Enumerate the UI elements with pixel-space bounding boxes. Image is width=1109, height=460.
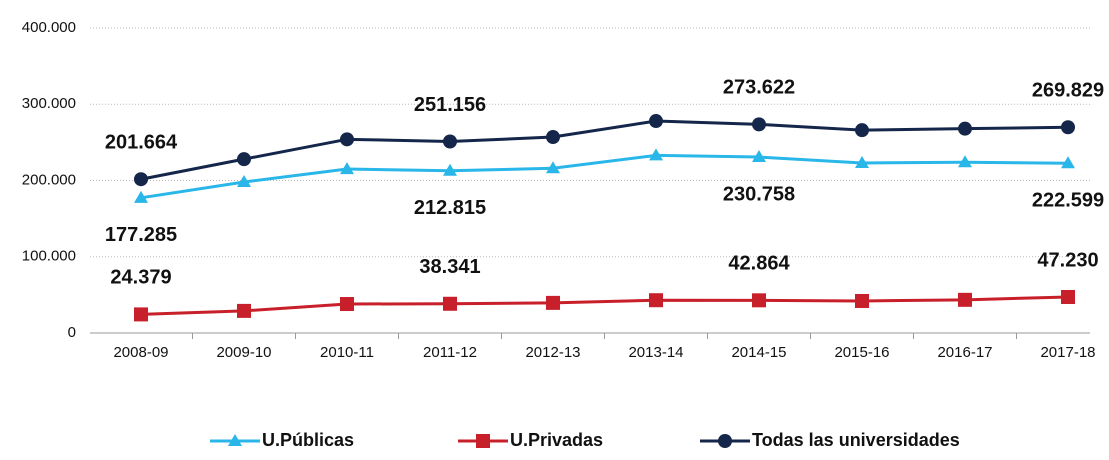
marker: [855, 293, 869, 308]
marker: [649, 148, 663, 161]
data-label: 201.664: [105, 132, 178, 154]
marker: [649, 114, 663, 129]
marker: [958, 292, 972, 307]
marker: [718, 434, 732, 448]
data-label: 24.379: [110, 267, 171, 289]
marker: [134, 307, 148, 322]
x-tick-label: 2013-14: [628, 344, 683, 361]
marker: [228, 434, 242, 446]
marker: [237, 303, 251, 318]
marker: [958, 155, 972, 168]
marker: [340, 162, 354, 175]
series-line: [140, 295, 1069, 316]
data-label: 212.815: [414, 197, 486, 219]
data-label: 230.758: [723, 183, 795, 205]
marker: [476, 434, 490, 448]
x-tick-label: 2008-09: [113, 344, 168, 361]
marker: [752, 293, 766, 308]
marker: [752, 117, 766, 132]
x-tick-label: 2015-16: [834, 344, 889, 361]
x-tick-label: 2014-15: [731, 344, 786, 361]
legend-label: U.Públicas: [262, 430, 354, 450]
marker: [855, 123, 869, 138]
marker: [237, 175, 251, 188]
marker: [134, 190, 148, 203]
marker: [546, 295, 560, 310]
data-label: 177.285: [105, 224, 177, 246]
legend-label: U.Privadas: [510, 430, 603, 450]
series-line: [140, 153, 1069, 200]
data-label: 42.864: [728, 253, 790, 275]
data-label: 251.156: [414, 94, 486, 116]
data-label: 273.622: [723, 77, 795, 99]
marker: [443, 163, 457, 176]
marker: [340, 132, 354, 147]
marker: [546, 130, 560, 145]
marker: [1061, 289, 1075, 304]
marker: [546, 161, 560, 174]
y-tick-label: 400.000: [22, 19, 76, 36]
y-tick-label: 200.000: [22, 171, 76, 188]
series-line: [140, 119, 1069, 181]
marker: [237, 152, 251, 167]
marker: [1061, 156, 1075, 169]
x-tick-label: 2012-13: [525, 344, 580, 361]
x-tick-label: 2010-11: [320, 344, 374, 361]
marker: [340, 297, 354, 312]
y-tick-label: 300.000: [22, 95, 76, 112]
marker: [443, 134, 457, 149]
x-tick-label: 2017-18: [1040, 344, 1095, 361]
data-label: 222.599: [1032, 190, 1104, 212]
y-tick-label: 0: [68, 324, 76, 341]
x-tick-label: 2011-12: [423, 344, 477, 361]
marker: [1061, 120, 1075, 135]
marker: [855, 155, 869, 168]
marker: [752, 150, 766, 163]
legend-label: Todas las universidades: [752, 430, 960, 450]
marker: [958, 121, 972, 136]
x-tick-label: 2009-10: [216, 344, 271, 361]
marker: [443, 296, 457, 311]
x-tick-label: 2016-17: [937, 344, 992, 361]
data-label: 47.230: [1037, 249, 1098, 271]
data-label: 269.829: [1032, 80, 1104, 102]
data-label: 38.341: [419, 256, 480, 278]
y-tick-label: 100.000: [22, 248, 76, 265]
marker: [134, 172, 148, 187]
marker: [649, 293, 663, 308]
